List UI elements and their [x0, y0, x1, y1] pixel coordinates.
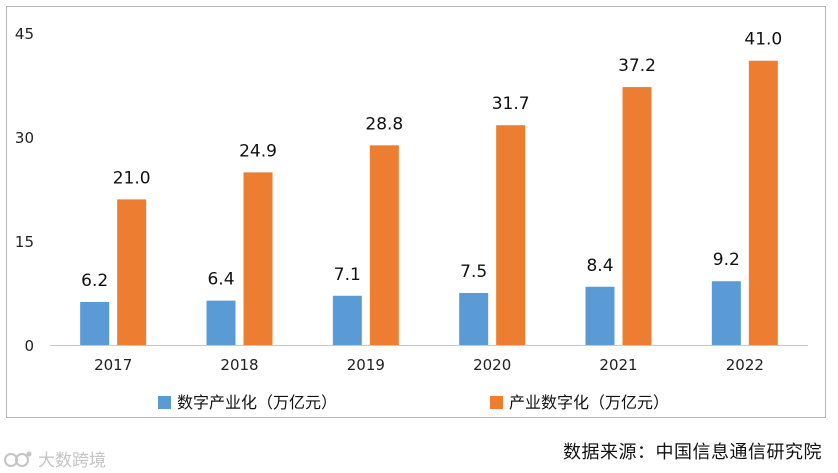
- data-label: 37.2: [618, 56, 656, 76]
- data-label: 6.4: [207, 270, 234, 290]
- x-tick-label: 2018: [220, 356, 258, 374]
- data-label: 24.9: [239, 141, 277, 161]
- legend-label-1: 数字产业化（万亿元）: [177, 393, 337, 412]
- legend-label-2: 产业数字化（万亿元）: [509, 393, 669, 412]
- y-tick-label: 45: [15, 25, 34, 43]
- y-tick-label: 30: [15, 129, 34, 147]
- x-axis-ticks: 2017 2018 2019 2020 2021 2022: [94, 356, 764, 374]
- bar-industrial-digitization-2019: [369, 145, 399, 345]
- x-tick-label: 2019: [347, 356, 385, 374]
- data-label: 7.1: [334, 265, 361, 285]
- legend-swatch-1: [158, 396, 171, 409]
- watermark-text: 大数跨境: [38, 451, 106, 471]
- x-tick-label: 2021: [599, 356, 637, 374]
- data-label: 7.5: [460, 262, 487, 282]
- bars: [80, 60, 778, 345]
- bar-digital-industrialization-2019: [332, 295, 362, 345]
- data-label: 28.8: [365, 114, 403, 134]
- bar-digital-industrialization-2020: [459, 293, 489, 345]
- bar-digital-industrialization-2017: [80, 302, 110, 345]
- watermark: 大数跨境: [4, 446, 106, 471]
- bar-industrial-digitization-2017: [117, 199, 147, 345]
- y-tick-label: 0: [24, 337, 34, 355]
- bar-industrial-digitization-2022: [748, 60, 778, 345]
- data-labels: 6.2 21.0 6.4 24.9 7.1 28.8 7.5 31.7 8.4 37.2 9.2 41…: [81, 30, 782, 291]
- x-tick-label: 2022: [726, 356, 764, 374]
- y-tick-label: 15: [15, 233, 34, 251]
- data-label: 31.7: [492, 94, 530, 114]
- bar-industrial-digitization-2018: [243, 172, 273, 345]
- bar-industrial-digitization-2020: [496, 125, 526, 345]
- watermark-logo-icon: [4, 450, 34, 468]
- data-label: 6.2: [81, 271, 108, 291]
- bar-digital-industrialization-2021: [585, 286, 615, 345]
- y-axis-ticks: 0 15 30 45: [15, 25, 34, 355]
- bar-industrial-digitization-2021: [622, 87, 652, 345]
- data-label: 9.2: [713, 250, 740, 270]
- x-tick-label: 2020: [473, 356, 511, 374]
- legend: 数字产业化（万亿元） 产业数字化（万亿元）: [158, 393, 669, 412]
- source-note: 数据来源：中国信息通信研究院: [563, 442, 822, 463]
- data-label: 8.4: [586, 256, 613, 276]
- bar-digital-industrialization-2018: [206, 300, 236, 345]
- bar-digital-industrialization-2022: [711, 281, 741, 345]
- legend-swatch-2: [490, 396, 503, 409]
- x-tick-label: 2017: [94, 356, 132, 374]
- data-label: 21.0: [113, 168, 151, 188]
- data-label: 41.0: [744, 30, 782, 50]
